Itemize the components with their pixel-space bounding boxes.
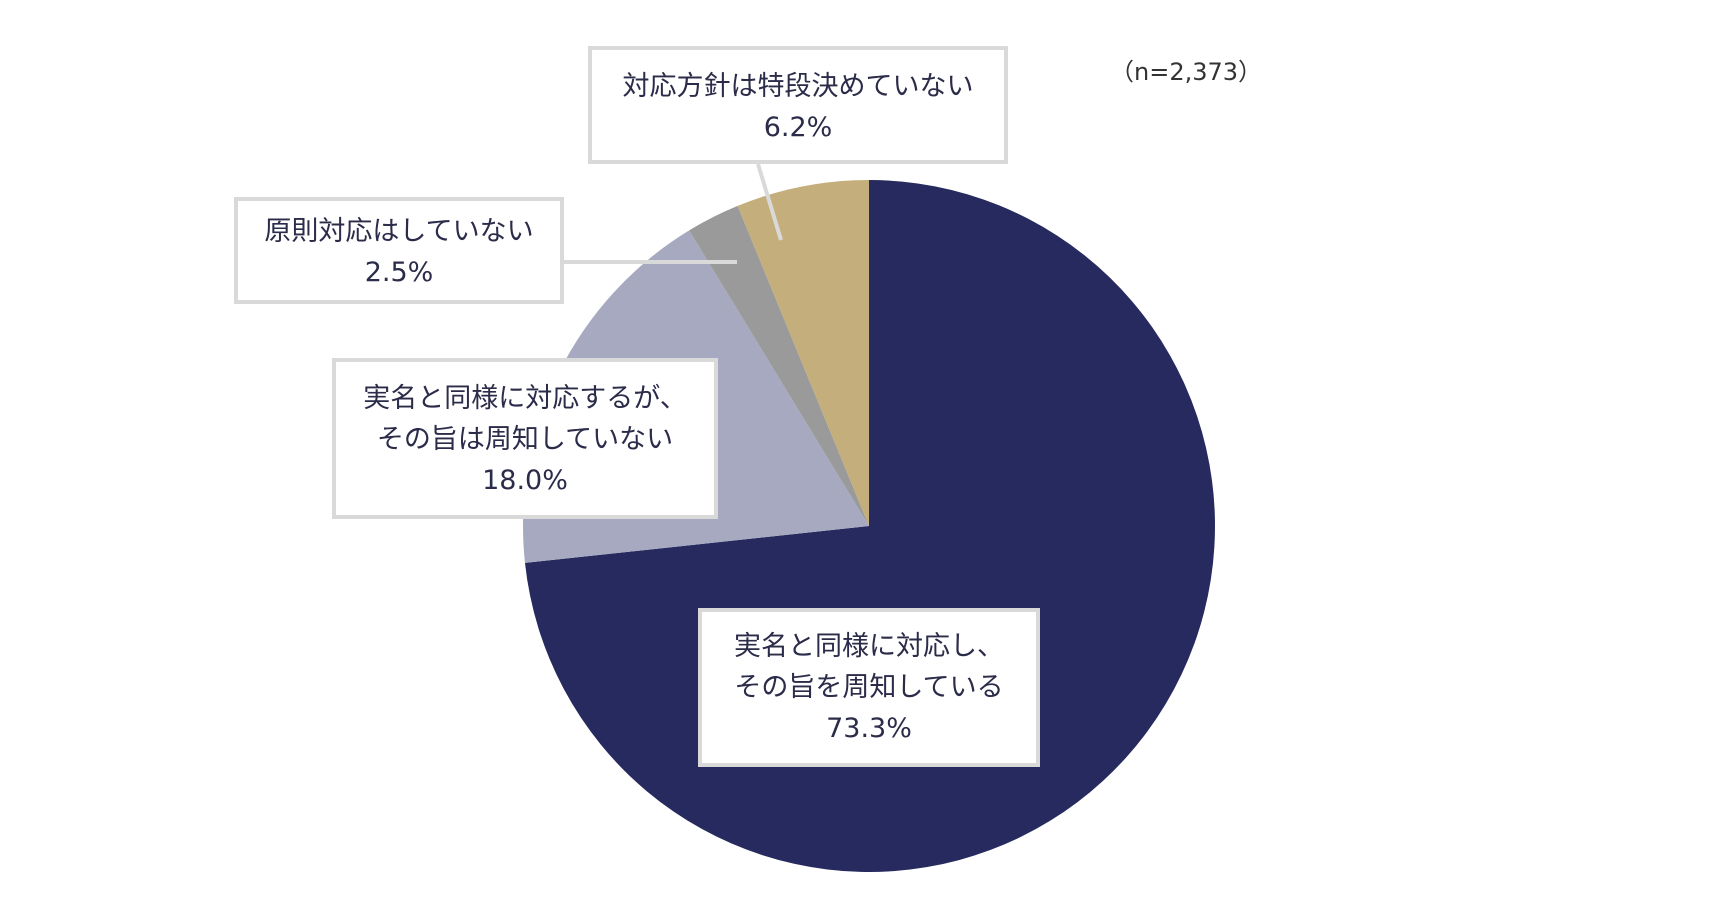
label-box-slice-0: 実名と同様に対応し、 その旨を周知している 73.3%: [698, 608, 1040, 767]
slice-2-percent: 2.5%: [364, 257, 434, 288]
pie-slice-2: [689, 205, 869, 527]
slice-0-percent: 73.3%: [826, 713, 912, 744]
slice-3-percent: 6.2%: [763, 112, 833, 143]
label-box-slice-1: 実名と同様に対応するが、 その旨は周知していない 18.0%: [332, 358, 718, 519]
slice-0-line1: 実名と同様に対応し、: [734, 631, 1004, 662]
slice-3-line1: 対応方針は特段決めていない: [622, 71, 974, 102]
slice-0-line2: その旨を周知している: [734, 672, 1004, 703]
pie-slice-3: [737, 180, 869, 526]
label-box-slice-2: 原則対応はしていない 2.5%: [234, 197, 564, 304]
slice-1-line2: その旨は周知していない: [376, 424, 674, 455]
slice-2-line1: 原則対応はしていない: [264, 216, 534, 247]
sample-size-note: （n=2,373）: [1110, 58, 1263, 86]
slice-1-percent: 18.0%: [482, 465, 568, 496]
slice-1-line1: 実名と同様に対応するが、: [363, 383, 687, 414]
leader-line-slice-3: [756, 163, 783, 241]
leader-lines: [564, 163, 783, 264]
pie-slice-0: [524, 180, 1215, 872]
label-box-slice-3: 対応方針は特段決めていない 6.2%: [588, 46, 1008, 164]
pie-slices: [523, 180, 1215, 872]
